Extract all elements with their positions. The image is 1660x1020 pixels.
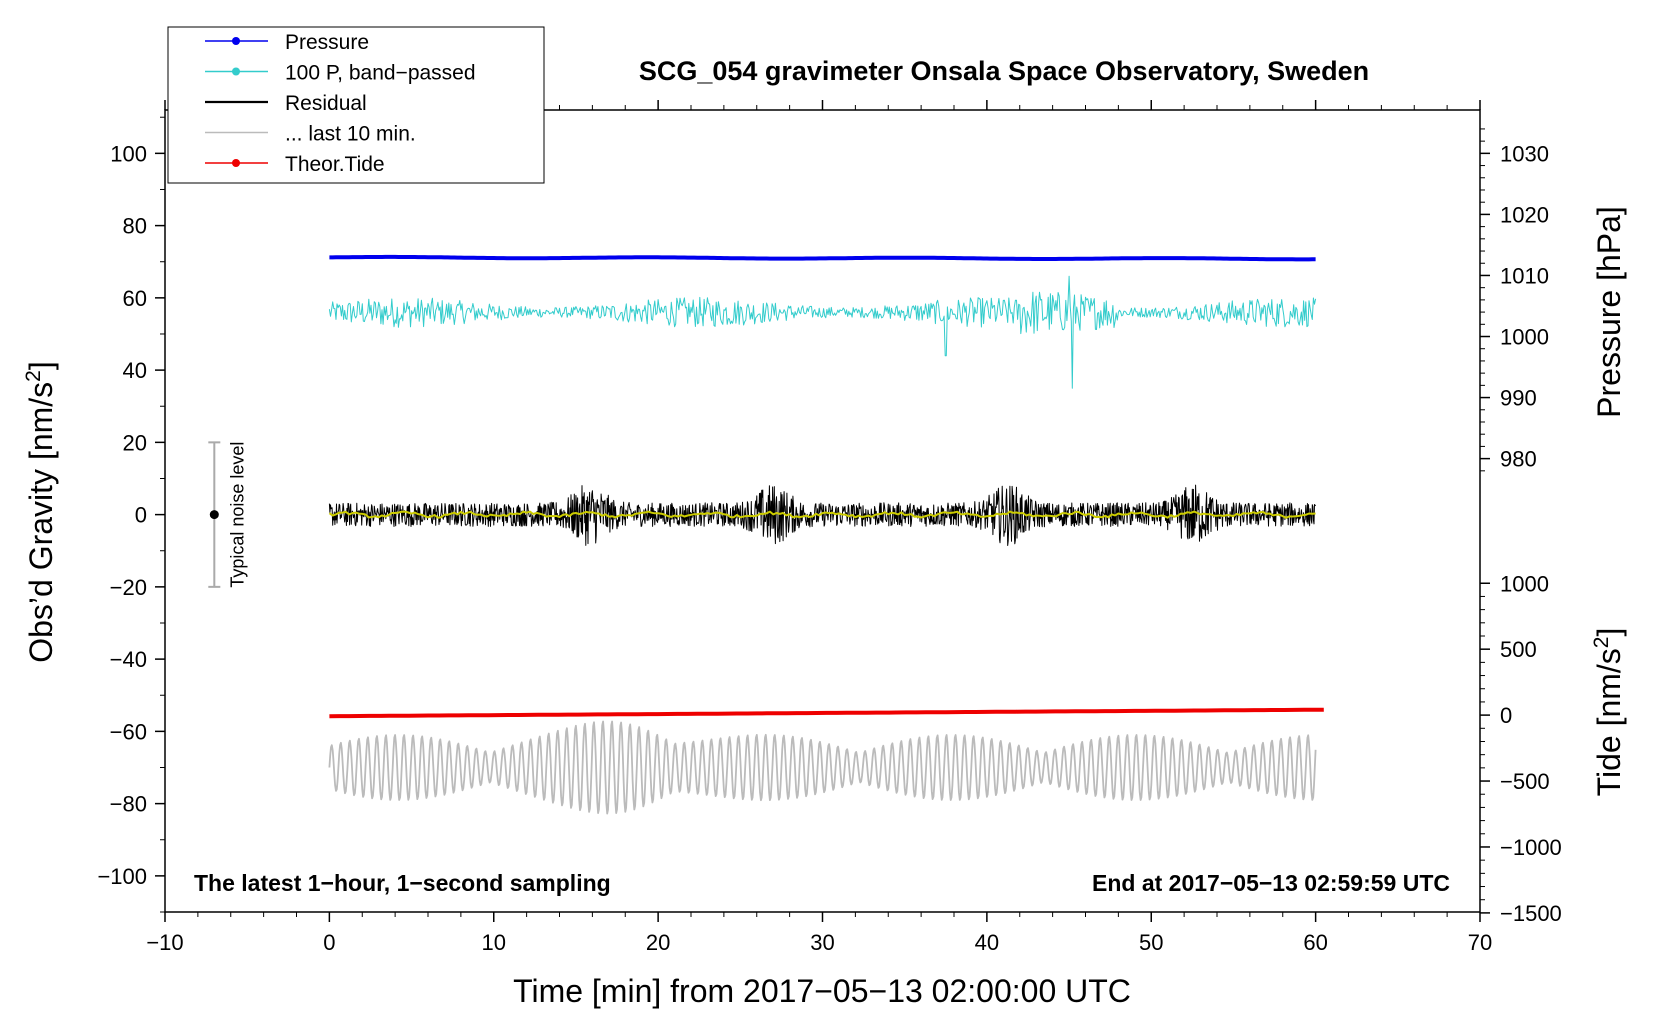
series-layer [328, 254, 1324, 815]
noise-level-label: Typical noise level [227, 442, 247, 588]
x-axis: −10 0 10 20 30 40 50 60 70 [146, 100, 1492, 955]
series-bandpassed-line [328, 275, 1317, 389]
legend-label: ... last 10 min. [285, 123, 416, 146]
y-tick-label: 20 [123, 430, 147, 455]
legend-label: Residual [285, 92, 367, 115]
y-axis-gravity: 100 80 60 40 20 0 −20 −40 −60 −80 −100 [97, 116, 165, 913]
tide-tick-label: −500 [1500, 769, 1550, 794]
series-last10min-line [328, 720, 1317, 815]
x-tick-label: −10 [146, 930, 183, 955]
pressure-tick-label: 1030 [1500, 141, 1549, 166]
pressure-tick-label: 1020 [1500, 202, 1549, 227]
annotation-left: The latest 1−hour, 1−second sampling [194, 870, 611, 896]
legend: Pressure 100 P, band−passed Residual ... la… [167, 26, 545, 184]
y-tick-label: 80 [123, 214, 147, 239]
legend-swatch-marker [232, 67, 240, 76]
chart-title: SCG_054 gravimeter Onsala Space Observat… [639, 56, 1369, 86]
pressure-tick-label: 990 [1500, 386, 1537, 411]
series-residual-smoothed-line [328, 510, 1316, 519]
noise-level-indicator: Typical noise level [208, 441, 247, 588]
y-axis-title-gravity: Obs’d Gravity [nm/s2] [22, 361, 59, 663]
x-tick-label: 20 [646, 930, 670, 955]
x-tick-label: 70 [1468, 930, 1492, 955]
y-axis-title-gravity-end: ] [23, 361, 59, 370]
series-pressure-line [329, 254, 1316, 262]
y-tick-label: −20 [110, 575, 147, 600]
y-tick-label: 60 [123, 286, 147, 311]
legend-label: Pressure [285, 31, 369, 54]
legend-label: Theor.Tide [285, 153, 385, 176]
x-tick-label: 30 [810, 930, 834, 955]
y-axis-title-tide-sup: 2 [1590, 637, 1613, 649]
annotation-right: End at 2017−05−13 02:59:59 UTC [1092, 870, 1450, 896]
tide-tick-label: 500 [1500, 637, 1537, 662]
y-axis-title-tide-end: ] [1591, 628, 1627, 637]
legend-box [167, 26, 545, 184]
tide-tick-label: −1000 [1500, 835, 1562, 860]
series-theor-tide-line [329, 707, 1324, 719]
y-axis-title-gravity-sup: 2 [22, 370, 45, 382]
y-tick-label: −40 [110, 647, 147, 672]
y-tick-label: −80 [110, 792, 147, 817]
tide-tick-label: −1500 [1500, 901, 1562, 926]
pressure-tick-label: 1000 [1500, 325, 1549, 350]
x-tick-label: 60 [1303, 930, 1327, 955]
y-axis-title-tide-main: Tide [nm/s [1591, 648, 1627, 796]
pressure-tick-label: 980 [1500, 447, 1537, 472]
y-tick-label: −100 [97, 864, 147, 889]
x-axis-title: Time [min] from 2017−05−13 02:00:00 UTC [513, 973, 1131, 1009]
y-tick-label: 100 [110, 141, 147, 166]
legend-swatch-marker [232, 37, 240, 45]
y-tick-label: 0 [135, 503, 147, 528]
y-tick-label: −60 [110, 719, 147, 744]
x-tick-label: 40 [975, 930, 999, 955]
legend-label: 100 P, band−passed [285, 62, 476, 85]
y-axis-title-pressure: Pressure [hPa] [1591, 206, 1627, 418]
tide-tick-label: 1000 [1500, 571, 1549, 596]
x-tick-label: 0 [323, 930, 335, 955]
noise-bar-center-dot [209, 510, 219, 520]
y-tick-label: 40 [123, 358, 147, 383]
y-axis-tide: 1000 500 0 −500 −1000 −1500 [1480, 571, 1562, 926]
x-tick-label: 10 [482, 930, 506, 955]
y-axis-title-tide: Tide [nm/s2] [1590, 628, 1627, 797]
legend-swatch-marker [232, 159, 240, 167]
tide-tick-label: 0 [1500, 703, 1512, 728]
y-axis-pressure: 1030 1020 1010 1000 990 980 [1480, 128, 1549, 472]
x-tick-label: 50 [1139, 930, 1163, 955]
pressure-tick-label: 1010 [1500, 263, 1549, 288]
y-axis-title-gravity-main: Obs’d Gravity [nm/s [23, 382, 59, 663]
